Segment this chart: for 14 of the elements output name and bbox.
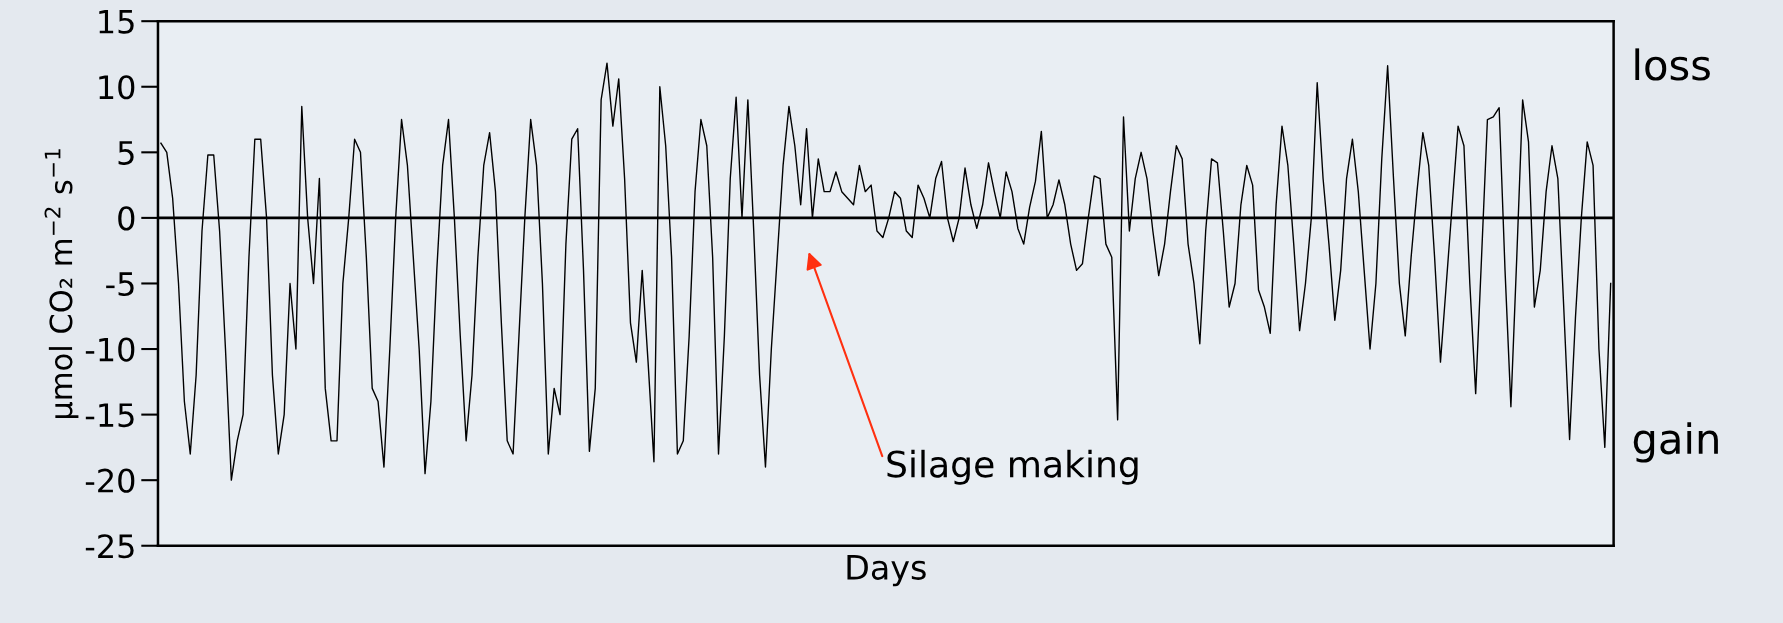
y-tick-label: 5 <box>118 141 134 165</box>
annotation: Silage making <box>887 449 1138 485</box>
y-tick-label: -20 <box>85 468 135 493</box>
y-tick-label: -15 <box>85 403 134 428</box>
y-tick-label: -25 <box>85 534 134 559</box>
y-axis-title: μmol CO₂ m$^{−2}$ s$^{−1}$ <box>44 149 79 419</box>
text: loss <box>1635 48 1710 81</box>
y-tick-label: 10 <box>99 75 135 100</box>
x-axis-title: Days <box>847 555 926 587</box>
text: gain <box>1633 422 1718 463</box>
y-tick-label: 0 <box>118 206 135 231</box>
y-tick-label: -5 <box>106 272 134 297</box>
y-tick-label: 15 <box>99 10 134 34</box>
y-tick-label: -10 <box>85 337 135 362</box>
